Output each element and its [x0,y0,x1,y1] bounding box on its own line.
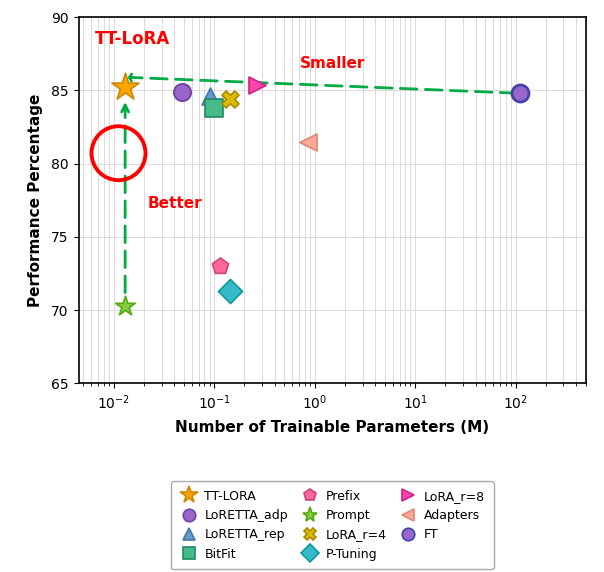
Point [225,94,235,104]
Point [252,80,262,89]
Legend: TT-LORA, LoRETTA_adp, LoRETTA_rep, BitFit, Prefix, Prompt, LoRA_r=4, P-Tuning, L: TT-LORA, LoRETTA_adp, LoRETTA_rep, BitFi… [170,481,494,569]
Text: Better: Better [148,196,203,210]
X-axis label: Number of Trainable Parameters (M): Number of Trainable Parameters (M) [175,420,489,435]
Y-axis label: Performance Percentage: Performance Percentage [28,93,43,307]
Point [303,137,312,146]
Point [225,287,235,296]
Point [120,83,130,92]
Point [216,261,225,271]
Point [205,92,214,101]
Point [515,89,524,98]
Point [210,104,219,113]
Text: TT-LoRA: TT-LoRA [95,30,170,47]
Point [178,88,187,97]
Point [120,301,130,310]
Text: Smaller: Smaller [300,57,365,72]
